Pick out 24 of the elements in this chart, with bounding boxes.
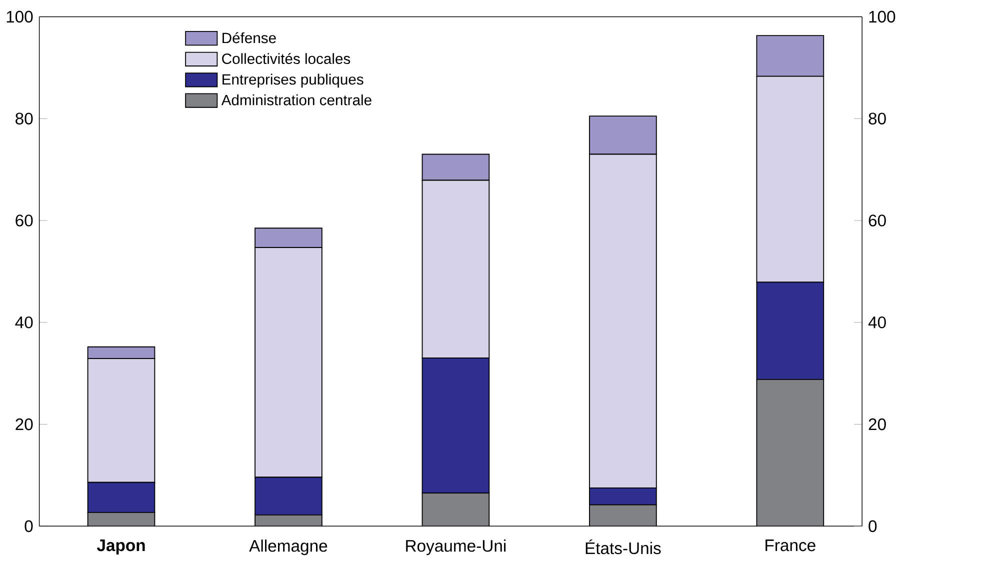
x-tick-label: France xyxy=(766,540,816,552)
y2-tick-label: 60 xyxy=(868,214,886,227)
y2-tick-label: 40 xyxy=(868,316,886,328)
y-tick-label: 80 xyxy=(16,112,33,125)
y2-tick-label: 20 xyxy=(868,418,886,430)
legend-label: Défense xyxy=(222,32,276,44)
y-tick-label: 60 xyxy=(16,214,33,227)
legend-label: Collectivités locales xyxy=(222,53,350,64)
y-tick-label: 100 xyxy=(6,10,33,23)
y2-tick-label: 100 xyxy=(869,10,896,23)
y-tick-label: 20 xyxy=(16,418,33,430)
bar xyxy=(422,492,490,526)
x-tick-label: Allemagne xyxy=(249,540,328,556)
x-tick-label: Japon xyxy=(96,540,145,555)
bar xyxy=(756,379,824,526)
y2-tick-label: 0 xyxy=(868,520,877,532)
bar xyxy=(589,504,657,526)
y-tick-label: 40 xyxy=(15,316,33,328)
y-tick-label: 0 xyxy=(24,520,33,532)
legend-label: Entreprises publiques xyxy=(222,74,364,88)
y2-tick-label: 80 xyxy=(868,112,886,125)
legend-label: Administration centrale xyxy=(221,94,372,106)
x-tick-label: Royaume-Uni xyxy=(406,540,506,556)
x-tick-label: États-Unis xyxy=(586,540,661,554)
